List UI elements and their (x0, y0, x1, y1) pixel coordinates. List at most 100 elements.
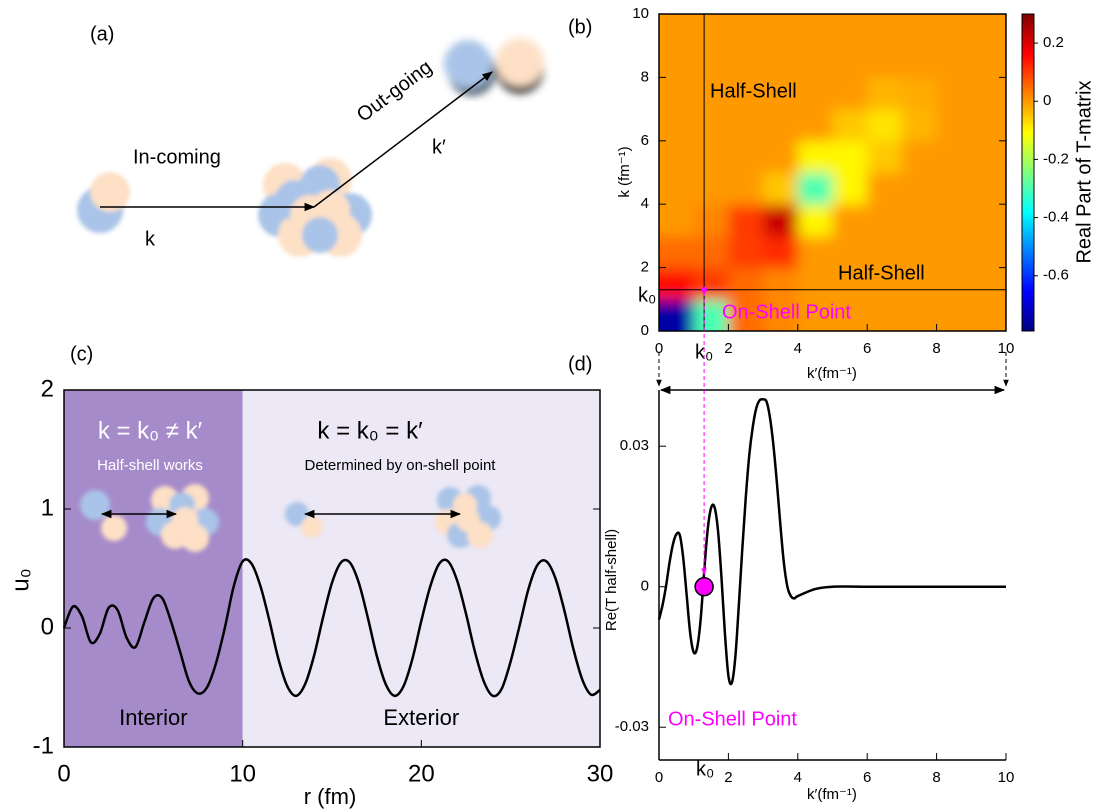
outgoing-arrow (313, 71, 493, 208)
heatmap-cell (971, 235, 1006, 269)
heatmap-cell (728, 299, 764, 331)
diagram-a: (a) In-coming Out-going k k′ (77, 23, 544, 257)
heatmap-cell (901, 140, 938, 173)
label: Out-going (353, 56, 436, 126)
heatmap-cell (832, 204, 868, 237)
heatmap-clip (659, 14, 1006, 331)
x-tick-label: 0 (655, 340, 663, 357)
y-tick-label: 0 (641, 578, 649, 595)
heatmap-cell (693, 45, 729, 78)
x-tick-label: 2 (724, 340, 732, 357)
heatmap-cell (901, 267, 938, 300)
line-layer: 0 2 4 6 8 10 -0.03 0 0.03 (615, 292, 1015, 786)
annotation: On-Shell Point (668, 708, 797, 730)
x-tick-label: 0 (655, 769, 663, 786)
x-tick-label: 30 (587, 760, 614, 787)
nucleon (90, 172, 130, 212)
heatmap-cell (797, 267, 833, 300)
on-shell-point (694, 576, 714, 597)
x-tick-label: 10 (998, 769, 1015, 786)
y-tick-label: 0 (641, 322, 649, 339)
heatmap-cell (763, 45, 799, 78)
heatmap-cell (693, 204, 729, 237)
nucleus (258, 158, 372, 257)
heatmap-cell (659, 45, 695, 78)
heatmap-cell (901, 109, 938, 142)
annotation: Half-shell works (97, 457, 203, 474)
heatmap-cell (728, 140, 764, 173)
panel-label: (d) (568, 353, 592, 375)
annotation: Half-Shell (710, 80, 797, 102)
heatmap-cell (832, 45, 868, 78)
heatmap-cell (867, 235, 903, 269)
colorbar-tick-label: -0.6 (1043, 267, 1069, 284)
heatmap-cell (763, 109, 799, 142)
heatmap-cell (728, 45, 764, 78)
heatmap-cell (901, 14, 938, 47)
heatmap-cell (971, 109, 1006, 142)
y-axis-label: k (fm⁻¹) (616, 146, 633, 197)
y-tick-label: -0.03 (615, 718, 649, 735)
heatmap-cell (763, 267, 799, 300)
heatmap-cell (936, 140, 972, 173)
panel-label: (c) (70, 343, 93, 365)
heatmap-cell (728, 172, 764, 205)
heatmap-cell (832, 109, 868, 142)
heatmap-cell (936, 14, 972, 47)
x-tick-label: 8 (932, 340, 940, 357)
heatmap-cell (936, 109, 972, 142)
heatmap-cell (867, 172, 903, 205)
panel-c: (c) r (fm) u₀ k = k₀ ≠ k′ Half-shell wor… (7, 343, 501, 809)
panel-b: (b) k (fm⁻¹) k′(fm⁻¹) Real Part of T-mat… (568, 16, 1095, 382)
annotation: k₀ (638, 284, 656, 306)
heatmap-cells (659, 14, 1006, 331)
heatmap-cell (901, 204, 938, 237)
heatmap-cell (971, 299, 1006, 331)
heatmap-cell (659, 172, 695, 205)
heatmap-cell (867, 45, 903, 78)
x-axis-label: r (fm) (304, 784, 357, 809)
label: k′ (432, 136, 446, 158)
heatmap-cell (693, 14, 729, 47)
heatmap-cell (763, 172, 799, 205)
heatmap-cell (867, 204, 903, 237)
heatmap-cell (763, 299, 799, 331)
heatmap-cell (971, 14, 1006, 47)
heatmap-layer (659, 14, 1006, 331)
heatmap-cell (693, 77, 729, 110)
heatmap-cell (936, 204, 972, 237)
heatmap-cell (659, 267, 695, 300)
heatmap-cell (659, 77, 695, 110)
panel-b-overlay: Half-Shell Half-Shell On-Shell Point k₀ k₀ 0 2… (632, 5, 1069, 363)
y-tick-label: 0.03 (620, 437, 649, 454)
annotation: Half-Shell (838, 262, 925, 284)
plot-frame (63, 389, 601, 748)
heatmap-cell (797, 14, 833, 47)
label: k (145, 228, 156, 250)
heatmap-cell (867, 299, 903, 331)
heatmap-cell (763, 235, 799, 269)
annotation: Determined by on-shell point (305, 457, 497, 474)
heatmap-cell (797, 77, 833, 110)
heatmap-cell (936, 45, 972, 78)
colorbar-tick-label: -0.4 (1043, 209, 1069, 226)
heatmap-cell (832, 172, 868, 205)
heatmap-cell (659, 299, 695, 331)
heatmap-cell (901, 45, 938, 78)
colorbar-tick-label: 0.2 (1043, 34, 1064, 51)
heatmap-cell (867, 77, 903, 110)
heatmap-cell (797, 45, 833, 78)
heatmap-cell (659, 235, 695, 269)
annotation: k₀ (696, 758, 714, 780)
heatmap-cell (728, 204, 764, 237)
heatmap-cell (936, 172, 972, 205)
heatmap-cell (659, 204, 695, 237)
heatmap-cell (797, 204, 833, 237)
heatmap-cell (867, 140, 903, 173)
heatmap-cell (971, 204, 1006, 237)
heatmap-cell (971, 45, 1006, 78)
colorbar-label: Real Part of T-matrix (1073, 80, 1095, 263)
heatmap-cell (693, 267, 729, 300)
heatmap-cell (971, 172, 1006, 205)
